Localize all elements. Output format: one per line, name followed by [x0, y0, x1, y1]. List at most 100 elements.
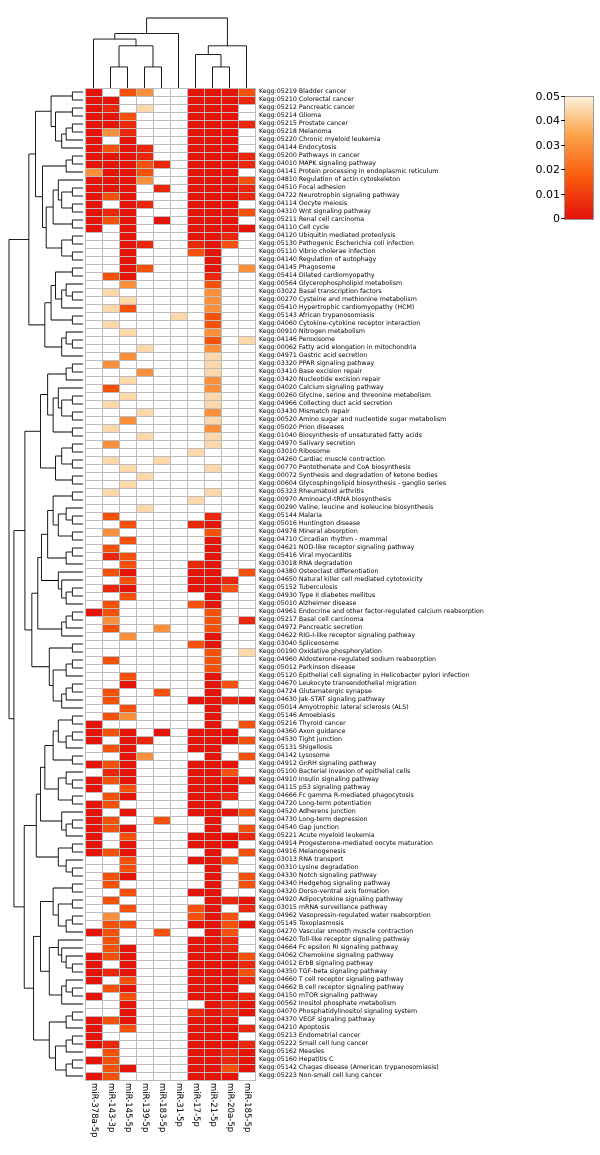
heatmap-cell [222, 305, 239, 313]
heatmap-cell [103, 809, 120, 817]
heatmap-cell [154, 553, 171, 561]
heatmap-cell [137, 169, 154, 177]
heatmap-cell [120, 809, 137, 817]
column-label: miR-183-5p [157, 1083, 167, 1133]
heatmap-cell [103, 1057, 120, 1065]
heatmap-cell [205, 513, 222, 521]
heatmap-cell [239, 537, 256, 545]
heatmap-cell [154, 1041, 171, 1049]
heatmap-cell [188, 497, 205, 505]
heatmap-cell [154, 953, 171, 961]
heatmap-cell [137, 353, 154, 361]
heatmap-cell [205, 985, 222, 993]
heatmap-cell [137, 1041, 154, 1049]
heatmap-cell [137, 753, 154, 761]
heatmap-cell [137, 1001, 154, 1009]
heatmap-cell [205, 217, 222, 225]
heatmap-cell [188, 689, 205, 697]
heatmap-cell [137, 369, 154, 377]
row-label: Kegg:04110 Cell cycle [259, 224, 329, 231]
heatmap-cell [103, 649, 120, 657]
heatmap-cell [154, 561, 171, 569]
heatmap-cell [120, 273, 137, 281]
heatmap-cell [154, 193, 171, 201]
heatmap-cell [188, 273, 205, 281]
heatmap-cell [188, 361, 205, 369]
heatmap-cell [103, 945, 120, 953]
heatmap-cell [120, 89, 137, 97]
heatmap-cell [205, 425, 222, 433]
row-label: Kegg:04530 Tight junction [259, 736, 342, 743]
heatmap-cell [154, 681, 171, 689]
heatmap-cell [188, 145, 205, 153]
heatmap-cell [137, 1065, 154, 1073]
heatmap-cell [171, 1025, 188, 1033]
heatmap-cell [103, 673, 120, 681]
heatmap-cell [205, 393, 222, 401]
column-label: miR-185-5p [242, 1083, 252, 1133]
heatmap-cell [222, 321, 239, 329]
heatmap-cell [154, 177, 171, 185]
heatmap-cell [205, 473, 222, 481]
heatmap-cell [137, 977, 154, 985]
heatmap-cell [239, 705, 256, 713]
heatmap-cell [188, 801, 205, 809]
heatmap-cell [86, 225, 103, 233]
heatmap-cell [222, 713, 239, 721]
heatmap-cell [205, 209, 222, 217]
heatmap-cell [222, 433, 239, 441]
heatmap-cell [86, 521, 103, 529]
heatmap-cell [205, 865, 222, 873]
heatmap-cell [205, 817, 222, 825]
heatmap-cell [120, 505, 137, 513]
heatmap-cell [188, 465, 205, 473]
heatmap-cell [205, 609, 222, 617]
heatmap-cell [171, 273, 188, 281]
heatmap-cell [154, 689, 171, 697]
row-label: Kegg:04650 Natural killer cell mediated … [259, 576, 423, 583]
heatmap-cell [86, 769, 103, 777]
heatmap-cell [205, 1009, 222, 1017]
row-label: Kegg:04340 Hedgehog signaling pathway [259, 880, 391, 887]
heatmap-cell [103, 89, 120, 97]
heatmap-cell [137, 129, 154, 137]
heatmap-cell [154, 513, 171, 521]
heatmap-cell [154, 1073, 171, 1081]
heatmap-cell [188, 417, 205, 425]
heatmap-cell [222, 721, 239, 729]
heatmap-cell [222, 129, 239, 137]
heatmap-cell [120, 817, 137, 825]
heatmap-cell [86, 753, 103, 761]
heatmap-cell [171, 601, 188, 609]
heatmap-cell [171, 353, 188, 361]
heatmap-cell [103, 457, 120, 465]
heatmap-cell [222, 1017, 239, 1025]
heatmap-cell [86, 977, 103, 985]
heatmap-cell [137, 633, 154, 641]
heatmap-cell [205, 801, 222, 809]
heatmap-cell [137, 673, 154, 681]
heatmap-cell [171, 321, 188, 329]
heatmap-cell [239, 633, 256, 641]
heatmap-cell [120, 993, 137, 1001]
heatmap-cell [103, 113, 120, 121]
heatmap-cell [137, 833, 154, 841]
heatmap-cell [103, 729, 120, 737]
heatmap-cell [103, 513, 120, 521]
heatmap-cell [154, 569, 171, 577]
heatmap-cell [222, 1073, 239, 1081]
heatmap-cell [120, 649, 137, 657]
heatmap-cell [137, 1073, 154, 1081]
heatmap-cell [188, 969, 205, 977]
heatmap-cell [154, 433, 171, 441]
heatmap-cell [120, 825, 137, 833]
heatmap-cell [120, 353, 137, 361]
heatmap-cell [171, 217, 188, 225]
heatmap-cell [222, 225, 239, 233]
heatmap-cell [86, 833, 103, 841]
heatmap-cell [222, 1057, 239, 1065]
heatmap-cell [205, 321, 222, 329]
heatmap-cell [137, 569, 154, 577]
heatmap-cell [171, 177, 188, 185]
heatmap-cell [154, 393, 171, 401]
